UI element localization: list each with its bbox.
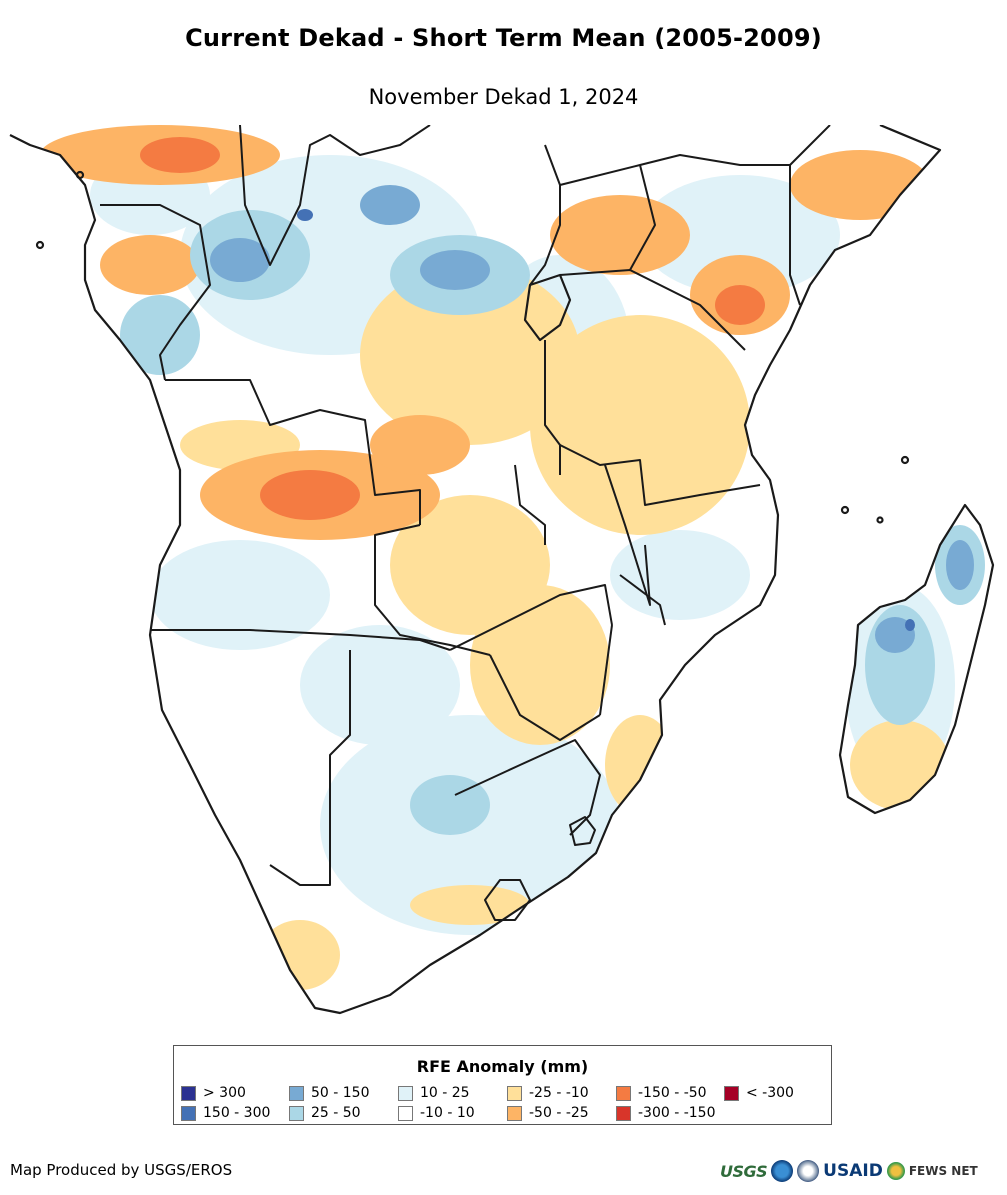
land-background: [10, 125, 993, 1013]
legend-item: -50 - -25: [507, 1104, 589, 1122]
legend-swatch: [289, 1105, 304, 1121]
map-credit: Map Produced by USGS/EROS: [10, 1161, 233, 1179]
legend-grid: > 300 150 - 300 50 - 150 25 - 50 10 - 25…: [181, 1084, 831, 1122]
coastline: [9, 125, 995, 1015]
state-seal-icon: [797, 1160, 820, 1182]
legend-label: > 300: [203, 1085, 246, 1101]
map-legend: RFE Anomaly (mm) > 300 150 - 300 50 - 15…: [173, 1045, 832, 1125]
country-borders: [100, 125, 831, 921]
rainfall-anomaly-map: [0, 125, 1007, 1025]
legend-item: -300 - -150: [616, 1104, 716, 1122]
legend-swatch: [289, 1085, 304, 1101]
anomaly-150-300: [297, 209, 915, 631]
legend-label: 25 - 50: [311, 1105, 361, 1121]
legend-item: -25 - -10: [507, 1084, 589, 1102]
legend-label: -150 - -50: [638, 1085, 707, 1101]
usaid-logo: USAID: [823, 1161, 883, 1181]
legend-item: 10 - 25: [398, 1084, 470, 1102]
map-title: Current Dekad - Short Term Mean (2005-20…: [185, 24, 822, 52]
legend-item: -150 - -50: [616, 1084, 707, 1102]
legend-item: 150 - 300: [181, 1104, 270, 1122]
legend-item: > 300: [181, 1084, 246, 1102]
legend-label: -10 - 10: [420, 1105, 475, 1121]
legend-label: < -300: [746, 1085, 794, 1101]
legend-label: 50 - 150: [311, 1085, 370, 1101]
anomaly-minus150-minus50: [140, 137, 765, 520]
legend-item: -10 - 10: [398, 1104, 475, 1122]
legend-swatch: [398, 1105, 413, 1121]
legend-swatch: [616, 1105, 631, 1121]
fews-globe-icon: [886, 1162, 905, 1180]
legend-label: 150 - 300: [203, 1105, 271, 1121]
legend-label: -50 - -25: [529, 1105, 589, 1121]
legend-swatch: [724, 1085, 739, 1101]
usgs-logo: USGS: [720, 1161, 768, 1181]
legend-swatch: [181, 1105, 196, 1121]
legend-title: RFE Anomaly (mm): [416, 1057, 589, 1076]
legend-swatch: [616, 1085, 631, 1101]
legend-label: -25 - -10: [529, 1085, 589, 1101]
legend-swatch: [398, 1085, 413, 1101]
legend-item: < -300: [724, 1084, 794, 1102]
noaa-logo-icon: [771, 1160, 794, 1182]
partner-logos: USGS USAID FEWS NET: [720, 1155, 1002, 1187]
legend-label: -300 - -150: [638, 1105, 716, 1121]
legend-label: 10 - 25: [420, 1085, 470, 1101]
legend-item: 50 - 150: [289, 1084, 370, 1102]
anomaly-minus25-minus10: [180, 265, 950, 990]
legend-swatch: [507, 1085, 522, 1101]
legend-swatch: [181, 1085, 196, 1101]
legend-item: 25 - 50: [289, 1104, 361, 1122]
fews-net-logo: FEWS NET: [908, 1164, 978, 1178]
map-subtitle: November Dekad 1, 2024: [368, 85, 639, 109]
anomaly-50-150: [210, 185, 974, 653]
legend-swatch: [507, 1105, 522, 1121]
